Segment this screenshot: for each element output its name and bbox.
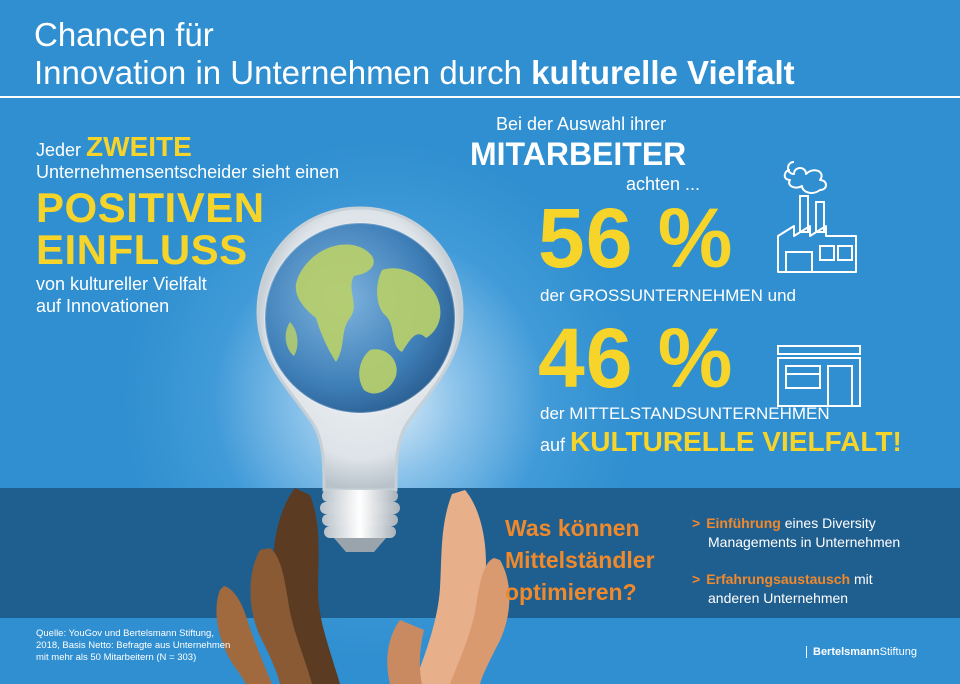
left-line-6: auf Innovationen	[36, 296, 170, 316]
shop-icon	[777, 345, 861, 407]
bullet-item-einfuehrung: > Einführung eines Diversity Managements …	[692, 514, 942, 552]
hands-icon	[216, 488, 510, 684]
left-statement: Jeder ZWEITE Unternehmensentscheider sie…	[36, 133, 396, 317]
left-line-5: von kultureller Vielfalt	[36, 274, 207, 294]
bullet-2-highlight: Erfahrungsaustausch	[706, 571, 851, 587]
percent-large-companies: 56 %	[538, 191, 734, 285]
title-line-2-bold: kulturelle Vielfalt	[531, 54, 795, 91]
source-note: Quelle: YouGov und Bertelsmann Stiftung,…	[36, 628, 266, 664]
left-line-1: Jeder ZWEITE	[36, 133, 396, 161]
label-large-companies: der GROSSUNTERNEHMEN und	[540, 286, 797, 305]
left-line-2: Unternehmensentscheider sieht einen	[36, 162, 340, 182]
percent-midsize-companies: 46 %	[538, 311, 734, 405]
mitarbeiter-text: MITARBEITER	[470, 136, 687, 172]
bullet-2-rest-1: mit	[850, 571, 873, 587]
title-line-2: Innovation in Unternehmen durch kulturel…	[34, 54, 934, 92]
bertelsmann-logo: BertelsmannStiftung	[806, 646, 917, 658]
jeder-text: Jeder	[36, 140, 87, 160]
bullet-2-line-1: > Erfahrungsaustausch mit	[692, 570, 942, 589]
kulturelle-vielfalt-text: KULTURELLE VIELFALT!	[570, 426, 902, 457]
question-heading: Was können Mittelständler optimieren?	[505, 512, 685, 608]
conclusion-line: auf KULTURELLE VIELFALT!	[540, 426, 902, 458]
page-title: Chancen für Innovation in Unternehmen du…	[34, 16, 934, 92]
title-line-2-regular: Innovation in Unternehmen durch	[34, 54, 532, 91]
bullet-1-rest-1: eines Diversity	[780, 515, 876, 531]
source-line-1: Quelle: YouGov und Bertelsmann Stiftung,	[36, 628, 214, 639]
logo-regular: Stiftung	[879, 646, 917, 658]
achten-text: achten ...	[626, 174, 701, 194]
bullet-1-highlight: Einführung	[706, 515, 781, 531]
chevron-right-icon: >	[692, 571, 701, 587]
lightbulb-globe-icon	[256, 206, 464, 552]
question-line-2: Mittelständler	[505, 547, 655, 573]
einfluss-text: EINFLUSS	[36, 226, 248, 273]
right-intro: Bei der Auswahl ihrer	[496, 114, 667, 134]
positiven-text: POSITIVEN	[36, 184, 265, 231]
chevron-right-icon: >	[692, 515, 701, 531]
label-midsize-companies: der MITTELSTANDSUNTERNEHMEN	[540, 404, 830, 423]
question-line-3: optimieren?	[505, 579, 637, 605]
bullet-item-erfahrungsaustausch: > Erfahrungsaustausch mit anderen Unterne…	[692, 570, 942, 608]
auf-text: auf	[540, 435, 571, 455]
bullet-2-line-2: anderen Unternehmen	[708, 590, 849, 606]
source-line-3: mit mehr als 50 Mitarbeitern (N = 303)	[36, 652, 197, 663]
logo-bold: Bertelsmann	[813, 646, 880, 658]
question-line-1: Was können	[505, 515, 640, 541]
factory-icon	[777, 161, 857, 273]
bullet-1-line-2: Managements in Unternehmen	[708, 534, 901, 550]
title-line-1: Chancen für	[34, 16, 214, 53]
bullet-1-line-1: > Einführung eines Diversity	[692, 514, 942, 533]
source-line-2: 2018, Basis Netto: Befragte aus Unterneh…	[36, 640, 231, 651]
title-divider	[0, 96, 960, 98]
zweite-text: ZWEITE	[86, 131, 192, 162]
